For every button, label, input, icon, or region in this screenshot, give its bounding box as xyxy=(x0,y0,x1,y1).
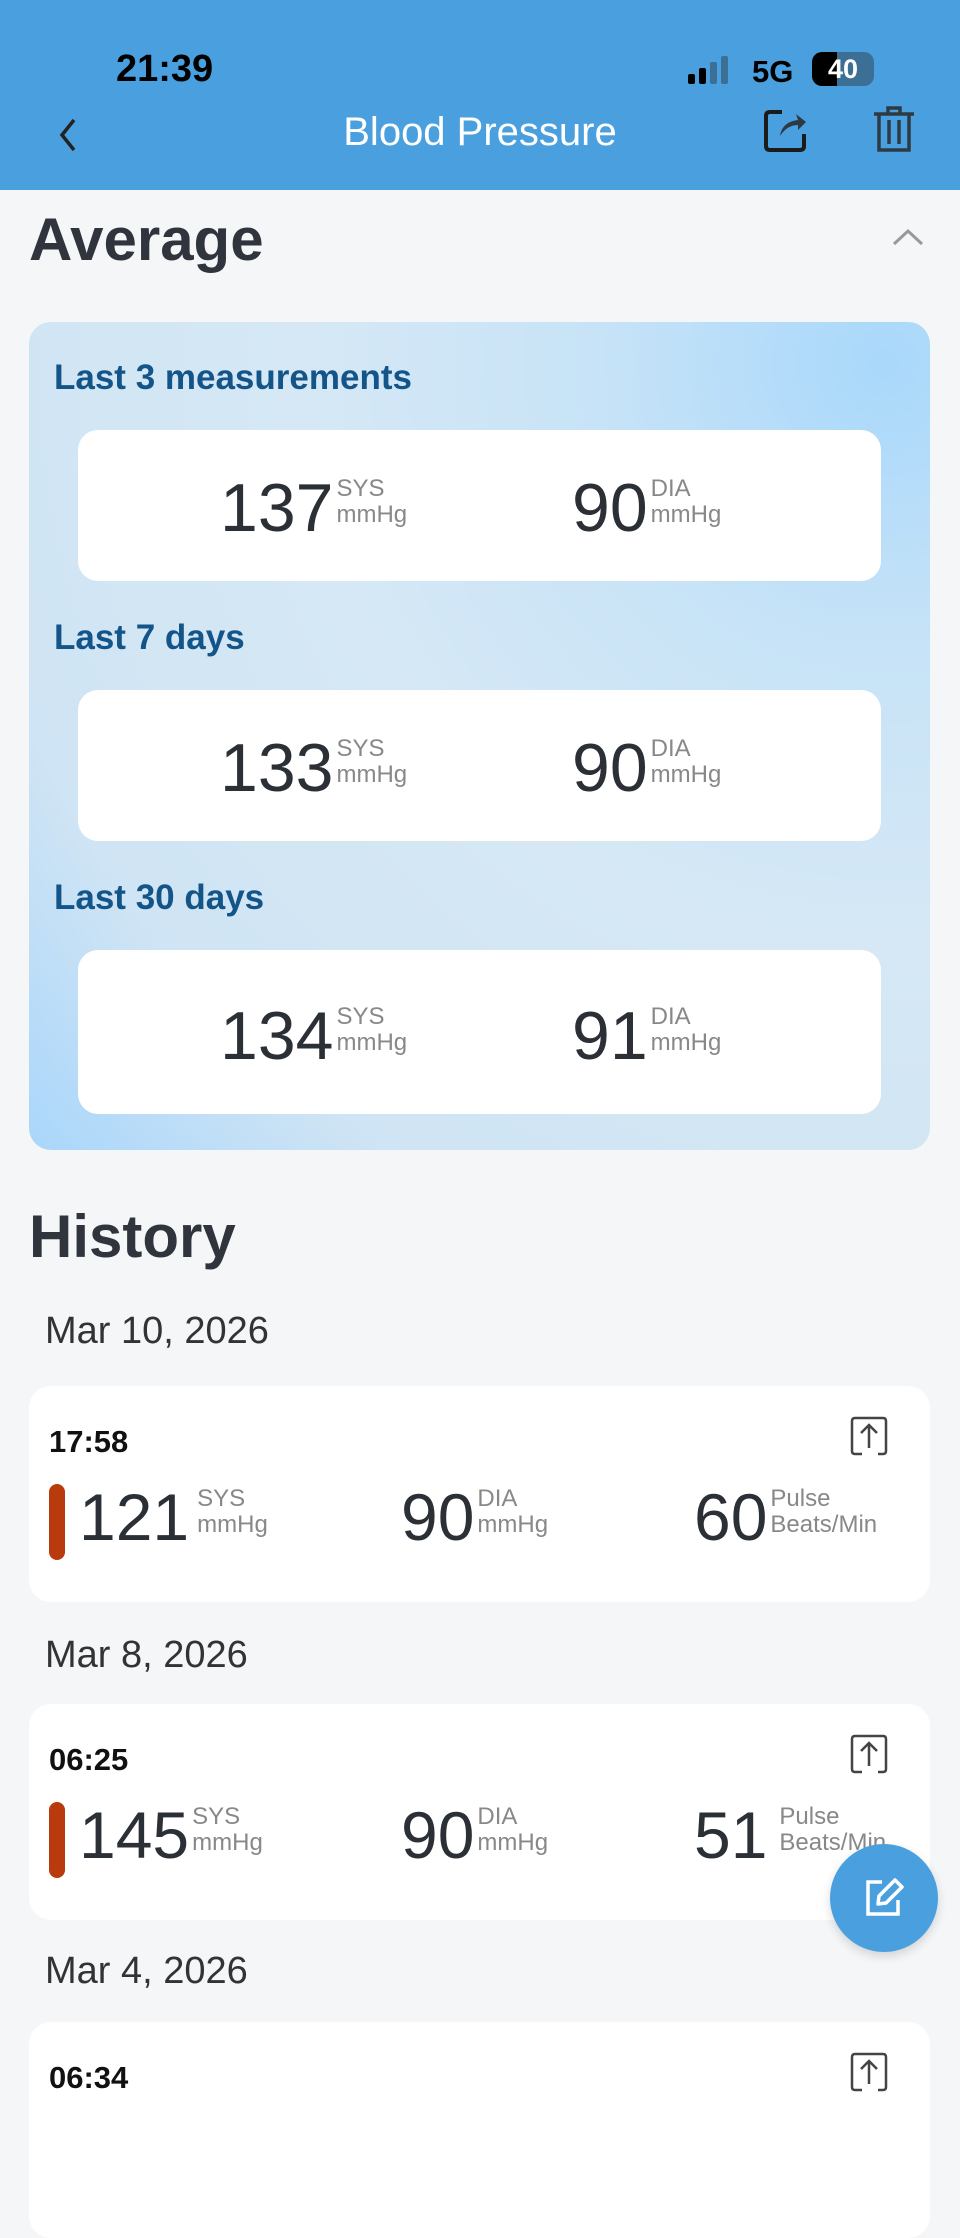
collapse-button[interactable] xyxy=(888,222,928,252)
history-date: Mar 4, 2026 xyxy=(45,1950,248,1992)
record-time: 06:34 xyxy=(49,2060,129,2095)
page-title: Blood Pressure xyxy=(343,110,617,154)
unit-label: mmHg xyxy=(336,501,408,529)
share-button[interactable] xyxy=(762,106,810,154)
unit-label: mmHg xyxy=(336,1029,408,1057)
dia-label: DIA xyxy=(650,735,691,762)
unit-label: mmHg xyxy=(477,1829,549,1857)
sys-value: 137 xyxy=(220,470,334,546)
chevron-left-icon xyxy=(59,118,76,152)
unit-label: mmHg xyxy=(650,1029,722,1057)
status-time: 21:39 xyxy=(116,48,214,90)
sys-value: 134 xyxy=(220,998,334,1074)
unit-label: mmHg xyxy=(336,761,408,789)
add-record-button[interactable] xyxy=(830,1844,938,1952)
unit-label: mmHg xyxy=(650,501,722,529)
trash-icon xyxy=(874,106,914,152)
sys-label: SYS xyxy=(197,1485,246,1512)
unit-label: mmHg xyxy=(477,1511,549,1539)
dia-value: 90 xyxy=(572,730,648,806)
upload-icon[interactable] xyxy=(850,2052,888,2092)
period-label: Last 7 days xyxy=(54,618,245,657)
unit-label: mmHg xyxy=(192,1829,263,1857)
status-indicator xyxy=(49,1802,65,1878)
pulse-label: Pulse xyxy=(770,1485,831,1512)
pulse-value: 60 xyxy=(694,1480,768,1554)
delete-button[interactable] xyxy=(870,104,918,154)
sys-label: SYS xyxy=(336,475,385,502)
upload-icon[interactable] xyxy=(850,1734,888,1774)
unit-label: mmHg xyxy=(650,761,722,789)
history-heading: History xyxy=(29,1203,236,1270)
share-icon xyxy=(764,110,806,152)
sys-label: SYS xyxy=(336,1003,385,1030)
history-record[interactable]: 17:58 121 SYS mmHg 90 DIA mmHg 60 Pulse Beats/… xyxy=(29,1386,930,1602)
dia-label: DIA xyxy=(650,475,691,502)
dia-value: 91 xyxy=(572,998,648,1074)
history-date: Mar 8, 2026 xyxy=(45,1634,248,1676)
sys-value: 145 xyxy=(79,1798,190,1872)
dia-value: 90 xyxy=(401,1798,475,1872)
app-header: 21:39 5G 40 Blood Pressure xyxy=(0,0,960,190)
history-record[interactable]: 06:25 145 SYS mmHg 90 DIA mmHg 51 Pulse Beats/… xyxy=(29,1704,930,1920)
pulse-unit: Beats/Min xyxy=(770,1511,878,1539)
dia-value: 90 xyxy=(401,1480,475,1554)
pulse-label: Pulse xyxy=(779,1803,840,1830)
upload-icon[interactable] xyxy=(850,1416,888,1456)
average-values: 137 SYS mmHg 90 DIA mmHg xyxy=(78,430,881,581)
history-date: Mar 10, 2026 xyxy=(45,1310,269,1352)
record-time: 17:58 xyxy=(49,1424,129,1459)
average-heading: Average xyxy=(29,206,264,273)
unit-label: mmHg xyxy=(197,1511,268,1539)
dia-label: DIA xyxy=(477,1803,518,1830)
battery-icon: 40 xyxy=(812,52,874,86)
period-label: Last 3 measurements xyxy=(54,358,412,397)
dia-label: DIA xyxy=(650,1003,691,1030)
history-record[interactable]: 06:34 xyxy=(29,2022,930,2238)
average-values: 133 SYS mmHg 90 DIA mmHg xyxy=(78,690,881,841)
record-time: 06:25 xyxy=(49,1742,129,1777)
edit-icon xyxy=(866,1878,904,1916)
chevron-up-icon xyxy=(892,228,924,246)
sys-value: 133 xyxy=(220,730,334,806)
period-label: Last 30 days xyxy=(54,878,265,917)
sys-label: SYS xyxy=(336,735,385,762)
sys-label: SYS xyxy=(192,1803,241,1830)
back-button[interactable] xyxy=(50,110,90,160)
signal-icon xyxy=(688,56,728,84)
pulse-value: 51 xyxy=(694,1798,768,1872)
average-card: Last 3 measurements 137 SYS mmHg 90 DIA mmHg… xyxy=(29,322,930,1150)
average-values: 134 SYS mmHg 91 DIA mmHg xyxy=(78,950,881,1114)
sys-value: 121 xyxy=(79,1480,190,1554)
dia-label: DIA xyxy=(477,1485,518,1512)
status-indicator xyxy=(49,1484,65,1560)
network-label: 5G xyxy=(752,54,794,89)
dia-value: 90 xyxy=(572,470,648,546)
